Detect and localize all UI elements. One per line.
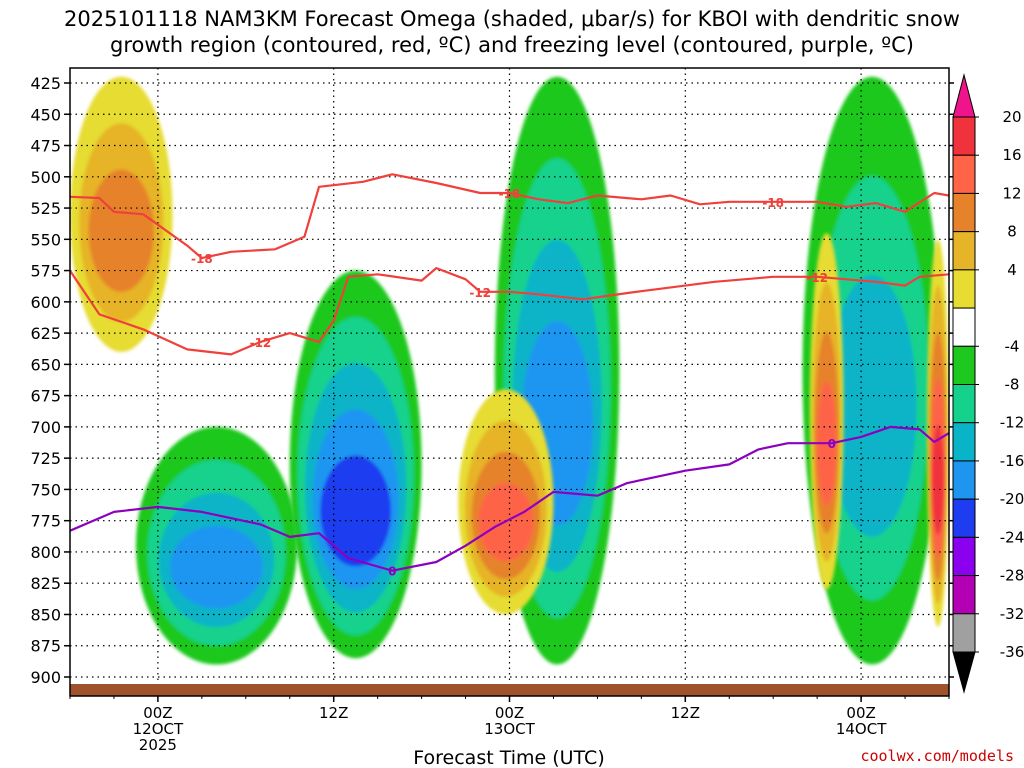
colorbar-bin [952, 498, 976, 538]
colorbar-bin [952, 613, 976, 653]
y-tick-label: 875 [30, 637, 61, 656]
omega-shading [70, 76, 949, 665]
x-tick-label: 12OCT [133, 720, 184, 738]
colorbar-bin [952, 422, 976, 462]
colorbar-bin [952, 154, 976, 194]
x-axis-label: Forecast Time (UTC) [413, 747, 604, 768]
colorbar-tick-label: 20 [1002, 108, 1021, 126]
y-tick-label: 775 [30, 512, 61, 531]
freezing-level-contour-label: 0 [388, 565, 396, 579]
colorbar-bin [952, 345, 976, 385]
gridlines [70, 68, 949, 696]
colorbar-tick-label: 4 [1007, 261, 1017, 279]
x-tick-label: 00Z [495, 704, 524, 722]
x-tick-label: 13OCT [484, 720, 535, 738]
dgz-minus12-contour-label: -12 [469, 286, 491, 300]
credit-text: coolwx.com/models [860, 747, 1014, 765]
x-tick-label: 12Z [319, 704, 348, 722]
freezing-level-contour [70, 425, 949, 572]
y-tick-label: 500 [30, 168, 61, 187]
colorbar-tick-label: -32 [1000, 605, 1024, 623]
y-tick-label: 475 [30, 137, 61, 156]
dgz-minus18-contour-label: -18 [191, 252, 213, 266]
dgz-minus18-contour-label: -18 [499, 187, 521, 201]
colorbar-bin [952, 307, 976, 347]
colorbar-tick-label: 16 [1002, 146, 1021, 164]
x-tick-label: 12Z [671, 704, 700, 722]
dgz-minus18-contour-label: -18 [762, 196, 784, 210]
colorbar-tick-label: -20 [1000, 490, 1024, 508]
colorbar-bottom-arrow [952, 651, 976, 694]
colorbar-tick-label: 8 [1007, 223, 1017, 241]
chart-title-line1: 2025101118 NAM3KM Forecast Omega (shaded… [64, 7, 960, 31]
y-tick-label: 450 [30, 105, 61, 124]
omega-level [320, 455, 391, 567]
colorbar-tick-label: -24 [1000, 528, 1024, 546]
omega-feature [802, 76, 942, 665]
y-tick-label: 825 [30, 574, 61, 593]
y-tick-label: 725 [30, 449, 61, 468]
colorbar: 20 16 12 8 4 -4 -8 -12 -16 -20 -24 -28 -32 -36 [952, 73, 1024, 694]
omega-feature [289, 270, 422, 659]
y-tick-label: 550 [30, 230, 61, 249]
colorbar-bin [952, 536, 976, 577]
omega-feature [458, 389, 554, 615]
x-tick-label: 00Z [143, 704, 172, 722]
omega-level [932, 424, 944, 536]
colorbar-tick-label: -4 [1005, 337, 1020, 355]
colorbar-tick-label: -12 [1000, 414, 1024, 432]
omega-feature [927, 239, 949, 627]
colorbar-bin [952, 116, 976, 156]
y-tick-label: 625 [30, 324, 61, 343]
y-tick-label: 650 [30, 355, 61, 374]
colorbar-bin [952, 192, 976, 233]
y-tick-label: 800 [30, 543, 61, 562]
terrain-strip [70, 684, 949, 696]
colorbar-bin [952, 231, 976, 271]
y-tick-label: 750 [30, 480, 61, 499]
x-tick-label: 14OCT [836, 720, 887, 738]
y-tick-label: 525 [30, 199, 61, 218]
freezing-level-contour-label: 0 [828, 437, 836, 451]
y-tick-label: 675 [30, 387, 61, 406]
colorbar-bin [952, 460, 976, 500]
omega-feature [809, 233, 844, 590]
dgz-minus12-contour-label: -12 [806, 271, 828, 285]
colorbar-tick-label: -8 [1005, 376, 1020, 394]
dgz-minus18-contour [70, 173, 949, 260]
dgz-minus12-contour-label: -12 [250, 336, 272, 350]
dgz-minus12-contour [70, 267, 949, 356]
omega-level [88, 169, 155, 292]
omega-feature [70, 76, 173, 352]
colorbar-top-arrow [952, 73, 976, 118]
y-axis: 425 450 475 500 525 550 575 600 625 650 675 700 725 7… [30, 74, 954, 687]
y-tick-label: 600 [30, 293, 61, 312]
colorbar-bin [952, 269, 976, 309]
colorbar-bin [952, 384, 976, 424]
omega-feature [494, 76, 620, 665]
temperature-contours: -18 -18 -18 -12 -12 -12 0 0 [70, 173, 949, 579]
x-tick-label: 2025 [139, 736, 177, 754]
chart-title-line2: growth region (contoured, red, ºC) and f… [110, 33, 914, 57]
y-tick-label: 850 [30, 605, 61, 624]
x-tick-label: 00Z [846, 704, 875, 722]
omega-feature [135, 426, 298, 665]
colorbar-bin [952, 575, 976, 615]
y-tick-label: 700 [30, 418, 61, 437]
colorbar-tick-label: -36 [1000, 643, 1024, 661]
omega-level [170, 525, 263, 609]
colorbar-tick-label: 12 [1002, 184, 1021, 202]
colorbar-tick-label: -28 [1000, 567, 1024, 585]
y-tick-label: 900 [30, 668, 61, 687]
y-tick-label: 575 [30, 262, 61, 281]
y-tick-label: 425 [30, 74, 61, 93]
omega-level [827, 275, 917, 537]
colorbar-tick-label: -16 [1000, 452, 1024, 470]
